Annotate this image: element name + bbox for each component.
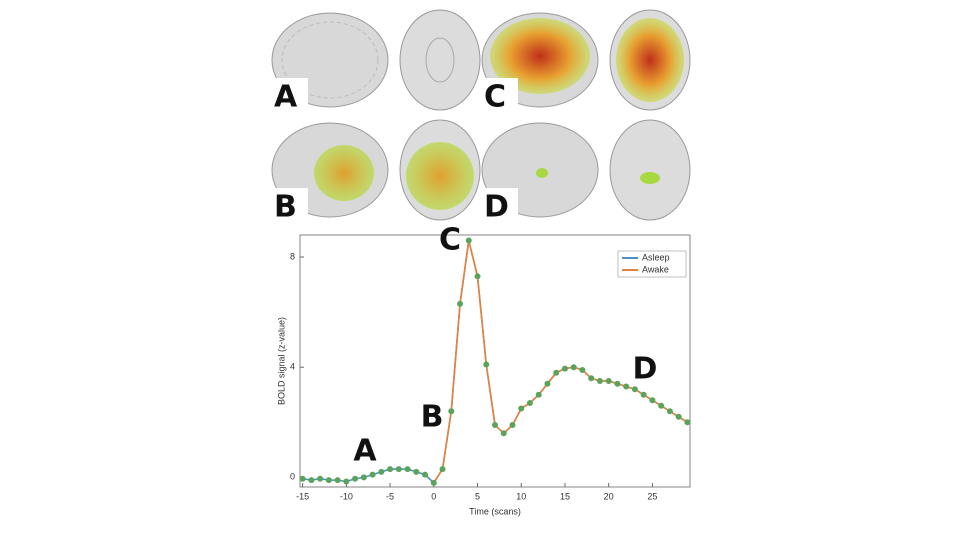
panel-label: C bbox=[484, 80, 506, 115]
brain-panel bbox=[271, 119, 481, 221]
data-point bbox=[360, 474, 367, 481]
data-point bbox=[369, 471, 376, 478]
data-point bbox=[474, 273, 481, 280]
x-axis-label: Time (scans) bbox=[469, 506, 521, 516]
data-point bbox=[666, 408, 673, 415]
annotation: A bbox=[353, 434, 377, 469]
y-tick-label: 0 bbox=[290, 472, 295, 482]
brain-panel bbox=[481, 9, 691, 111]
panel-label: D bbox=[484, 190, 509, 225]
data-point bbox=[526, 400, 533, 406]
data-point bbox=[623, 383, 630, 390]
x-tick-label: 10 bbox=[516, 491, 526, 501]
data-point bbox=[553, 369, 560, 376]
data-point bbox=[395, 466, 402, 473]
data-point bbox=[579, 366, 586, 373]
x-tick-label: 0 bbox=[431, 491, 436, 501]
y-axis-label: BOLD signal (z-value) bbox=[276, 317, 286, 405]
plot-frame bbox=[299, 234, 691, 488]
x-tick-label: -5 bbox=[386, 491, 394, 501]
data-point bbox=[614, 380, 621, 387]
data-point bbox=[457, 300, 464, 307]
legend-box bbox=[617, 250, 687, 278]
data-point bbox=[439, 466, 446, 473]
y-tick-label: 8 bbox=[290, 251, 295, 261]
y-tick-label: 4 bbox=[290, 362, 295, 372]
x-tick-label: -10 bbox=[340, 491, 353, 501]
data-point bbox=[308, 477, 315, 484]
chart-panel bbox=[265, 230, 700, 520]
label-box bbox=[482, 78, 518, 114]
legend-label: Awake bbox=[642, 264, 669, 274]
data-point bbox=[640, 391, 647, 398]
data-point bbox=[404, 466, 411, 473]
data-point bbox=[675, 413, 682, 420]
data-point bbox=[325, 477, 332, 484]
data-point bbox=[544, 380, 551, 387]
x-tick-label: 25 bbox=[647, 491, 657, 501]
data-point bbox=[535, 391, 542, 398]
data-point bbox=[422, 471, 429, 478]
data-point bbox=[605, 377, 612, 384]
x-tick-label: 5 bbox=[475, 491, 480, 501]
panel-label: B bbox=[274, 190, 297, 225]
data-point bbox=[649, 397, 656, 404]
data-point bbox=[596, 377, 603, 384]
data-point bbox=[352, 475, 359, 482]
data-point bbox=[658, 402, 665, 409]
data-point bbox=[430, 479, 437, 486]
annotation: D bbox=[633, 352, 658, 387]
label-box bbox=[272, 188, 308, 224]
data-point bbox=[343, 478, 350, 485]
x-tick-label: 20 bbox=[604, 491, 614, 501]
data-point bbox=[684, 419, 691, 426]
legend-label: Asleep bbox=[642, 252, 670, 262]
brain-images bbox=[271, 9, 691, 221]
data-point bbox=[317, 475, 324, 482]
data-point bbox=[378, 468, 385, 475]
data-point bbox=[509, 422, 516, 429]
data-point bbox=[588, 375, 595, 382]
x-tick-label: -15 bbox=[296, 491, 309, 501]
data-point bbox=[413, 468, 420, 475]
brain-panel bbox=[481, 119, 691, 221]
data-point bbox=[483, 361, 490, 368]
data-point bbox=[448, 408, 455, 415]
data-point bbox=[561, 365, 568, 372]
data-point bbox=[299, 475, 306, 482]
annotation: C bbox=[439, 223, 461, 258]
data-point bbox=[631, 386, 638, 393]
label-box bbox=[482, 188, 518, 224]
x-tick-label: 15 bbox=[560, 491, 570, 501]
data-point bbox=[387, 466, 394, 473]
data-point bbox=[518, 405, 525, 412]
label-box bbox=[272, 78, 308, 114]
data-point bbox=[500, 430, 507, 437]
data-point bbox=[492, 422, 498, 429]
data-point bbox=[570, 364, 577, 371]
data-point bbox=[465, 237, 472, 244]
data-point bbox=[334, 477, 341, 484]
panel-label: A bbox=[274, 80, 298, 115]
annotation: B bbox=[421, 400, 444, 435]
